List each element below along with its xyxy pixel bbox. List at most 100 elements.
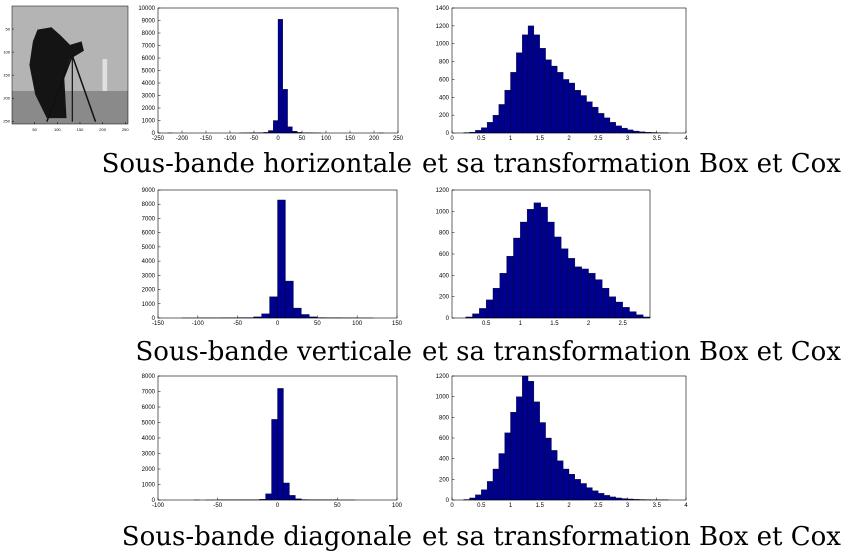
bar xyxy=(469,497,476,501)
y-tick-label: 200 xyxy=(3,96,10,101)
y-tick-label: 1000 xyxy=(436,395,450,401)
x-tick-label: 150 xyxy=(345,136,356,142)
bar xyxy=(595,279,603,319)
bar xyxy=(261,313,270,319)
y-tick-label: 2000 xyxy=(142,288,156,294)
bar xyxy=(277,388,284,501)
bar xyxy=(289,495,296,501)
y-tick-label: 800 xyxy=(439,415,450,421)
x-tick-label: 250 xyxy=(122,127,129,132)
x-tick-label: 0 xyxy=(450,136,454,142)
y-tick-label: 1000 xyxy=(142,119,156,125)
x-tick-label: 200 xyxy=(369,136,380,142)
y-tick-label: 2000 xyxy=(142,467,156,473)
x-tick-label: 2.5 xyxy=(594,136,603,142)
y-tick-label: 200 xyxy=(439,477,450,483)
y-tick-label: 800 xyxy=(439,231,450,237)
bar xyxy=(481,127,488,134)
bar xyxy=(271,419,278,501)
bar xyxy=(567,258,576,319)
caption: Sous-bande verticale xyxy=(135,337,412,367)
bar xyxy=(608,296,617,319)
y-tick-label: 200 xyxy=(439,295,450,301)
bar xyxy=(506,255,514,319)
bar xyxy=(498,453,505,501)
bar xyxy=(545,59,552,134)
y-tick-label: 3000 xyxy=(142,452,156,458)
bar xyxy=(269,296,278,319)
bar xyxy=(527,381,535,501)
y-tick-label: 600 xyxy=(439,252,450,258)
x-tick-label: -100 xyxy=(152,503,165,509)
x-tick-label: 2.5 xyxy=(594,503,603,509)
y-tick-label: 5000 xyxy=(142,421,156,427)
x-tick-label: 3.5 xyxy=(653,503,662,509)
x-tick-label: 50 xyxy=(314,321,321,327)
x-tick-label: 0 xyxy=(276,503,280,509)
bar xyxy=(568,474,575,501)
x-tick-label: 2 xyxy=(567,136,571,142)
bar xyxy=(492,114,499,134)
bar xyxy=(588,273,596,319)
bar xyxy=(574,479,581,501)
bar xyxy=(609,496,616,501)
bar xyxy=(472,313,480,319)
bar xyxy=(603,495,611,501)
y-tick-label: 7000 xyxy=(142,216,156,222)
y-tick-label: 0 xyxy=(446,131,450,137)
caption: Sous-bande horizontale xyxy=(102,149,412,179)
bar xyxy=(301,314,310,319)
y-tick-label: 6000 xyxy=(142,405,156,411)
x-tick-label: 1.5 xyxy=(536,136,545,142)
bar xyxy=(282,89,288,134)
bar xyxy=(287,126,293,134)
x-tick-label: -100 xyxy=(224,136,237,142)
bar xyxy=(510,72,517,134)
x-tick-label: 0.5 xyxy=(477,136,486,142)
bar xyxy=(486,481,494,501)
y-tick-label: 1000 xyxy=(142,483,156,489)
bar xyxy=(563,468,570,501)
y-tick-label: 1400 xyxy=(436,6,450,12)
x-tick-label: 3 xyxy=(626,503,630,509)
bar xyxy=(293,307,302,319)
bar xyxy=(551,65,558,134)
bar xyxy=(603,117,611,134)
x-tick-label: 150 xyxy=(77,127,84,132)
y-tick-label: 1200 xyxy=(436,24,450,30)
x-tick-label: -150 xyxy=(152,321,165,327)
x-tick-label: 50 xyxy=(299,136,306,142)
bar xyxy=(539,48,546,134)
image-ground xyxy=(12,90,128,124)
x-tick-label: 0.5 xyxy=(482,321,491,327)
x-tick-label: 250 xyxy=(393,136,404,142)
bar xyxy=(627,129,634,134)
x-tick-label: 2 xyxy=(587,321,591,327)
bar xyxy=(513,237,521,319)
y-tick-label: 0 xyxy=(446,316,450,322)
y-tick-label: 3000 xyxy=(142,94,156,100)
y-tick-label: 8000 xyxy=(142,374,156,380)
bar xyxy=(492,287,500,319)
y-tick-label: 200 xyxy=(439,113,450,119)
x-tick-label: 100 xyxy=(352,321,363,327)
bar xyxy=(580,95,587,134)
x-tick-label: 100 xyxy=(321,136,332,142)
y-tick-label: 1200 xyxy=(436,374,450,380)
y-tick-label: 7000 xyxy=(142,390,156,396)
bar xyxy=(486,122,494,134)
x-tick-label: 100 xyxy=(392,503,403,509)
bar xyxy=(481,489,488,501)
bar xyxy=(574,89,581,134)
y-tick-label: 600 xyxy=(439,77,450,83)
image-tower xyxy=(102,59,108,91)
bar xyxy=(615,125,622,134)
x-tick-label: -100 xyxy=(192,321,205,327)
bar xyxy=(498,104,505,134)
x-tick-label: 50 xyxy=(334,503,341,509)
bar xyxy=(504,89,511,134)
x-tick-label: 50 xyxy=(32,127,37,132)
y-tick-label: 6000 xyxy=(142,231,156,237)
bar xyxy=(479,308,487,319)
y-tick-label: 7000 xyxy=(142,44,156,50)
